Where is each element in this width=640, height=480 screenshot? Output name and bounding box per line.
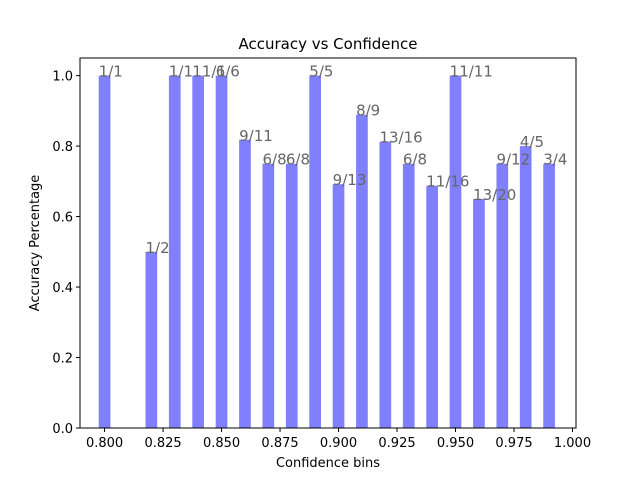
plot-frame: [79, 57, 577, 429]
bar-label: 13/20: [473, 186, 516, 204]
bar: [145, 251, 158, 428]
bar: [215, 75, 228, 428]
bar-label: 6/6: [216, 63, 240, 81]
bar-label: 6/8: [403, 151, 427, 169]
y-tick-label: 0.6: [52, 211, 73, 226]
x-tick-label: 0.825: [144, 436, 181, 451]
bar-label: 5/5: [309, 63, 333, 81]
bar: [402, 163, 415, 428]
y-tick-label: 0.4: [52, 281, 73, 296]
bar-label: 6/8: [262, 151, 286, 169]
bar: [543, 163, 555, 428]
bar: [262, 163, 275, 428]
bar-label: 3/4: [543, 151, 567, 169]
bar: [449, 75, 462, 428]
bar-label: 11/16: [426, 173, 469, 191]
bar-label: 9/11: [239, 127, 273, 145]
data-labels-layer: 1/11/21/1 11/16/69/116/8 6/85/59/138/913/1…: [99, 63, 568, 257]
x-tick-label: 0.950: [437, 436, 474, 451]
bar: [332, 184, 345, 428]
bar-label: 8/9: [356, 102, 380, 120]
chart-title: Accuracy vs Confidence: [238, 35, 417, 53]
bar: [426, 185, 438, 428]
bar: [192, 75, 204, 428]
bar-label: 1/1: [169, 63, 193, 81]
x-tick-label: 0.875: [261, 436, 298, 451]
bar-label: 1/1: [99, 63, 123, 81]
bar: [379, 141, 392, 428]
bar-label: 11/11: [450, 63, 493, 81]
bar: [519, 146, 532, 428]
x-tick-label: 0.975: [495, 436, 532, 451]
bar: [356, 114, 368, 428]
bar-label: 4/5: [520, 133, 544, 151]
x-tick-label: 1.000: [554, 436, 591, 451]
bar-label: 9/12: [496, 151, 530, 169]
bar-label: 9/13: [333, 171, 367, 189]
x-tick-label: 0.925: [378, 436, 415, 451]
x-axis-title: Confidence bins: [276, 456, 380, 471]
bar: [98, 75, 111, 428]
x-tick-label: 0.900: [320, 436, 357, 451]
bar-label: 11/1: [192, 63, 226, 81]
bar: [285, 163, 298, 428]
y-tick-label: 1.0: [52, 70, 73, 85]
y-tick-label: 0.0: [52, 422, 73, 437]
bar: [309, 75, 321, 428]
bar: [473, 198, 485, 428]
y-tick-label: 0.2: [52, 352, 73, 367]
bar: [496, 163, 509, 428]
x-tick-label: 0.850: [203, 436, 240, 451]
bar-label: 1/2: [146, 239, 170, 257]
x-axis: 0.800 0.825 0.850 0.875 0.900 0.925 0.950 0.975…: [86, 428, 591, 451]
bar: [168, 75, 181, 428]
x-tick-label: 0.800: [86, 436, 123, 451]
y-axis: 0.0 0.2 0.4 0.6 0.8 1.0: [52, 70, 80, 437]
y-axis-title: Accuracy Percentage: [28, 175, 43, 312]
bar-label: 6/8: [286, 151, 310, 169]
bars-layer: [98, 75, 555, 428]
y-tick-label: 0.8: [52, 140, 73, 155]
bar-label: 13/16: [379, 129, 422, 147]
bar: [239, 139, 251, 428]
